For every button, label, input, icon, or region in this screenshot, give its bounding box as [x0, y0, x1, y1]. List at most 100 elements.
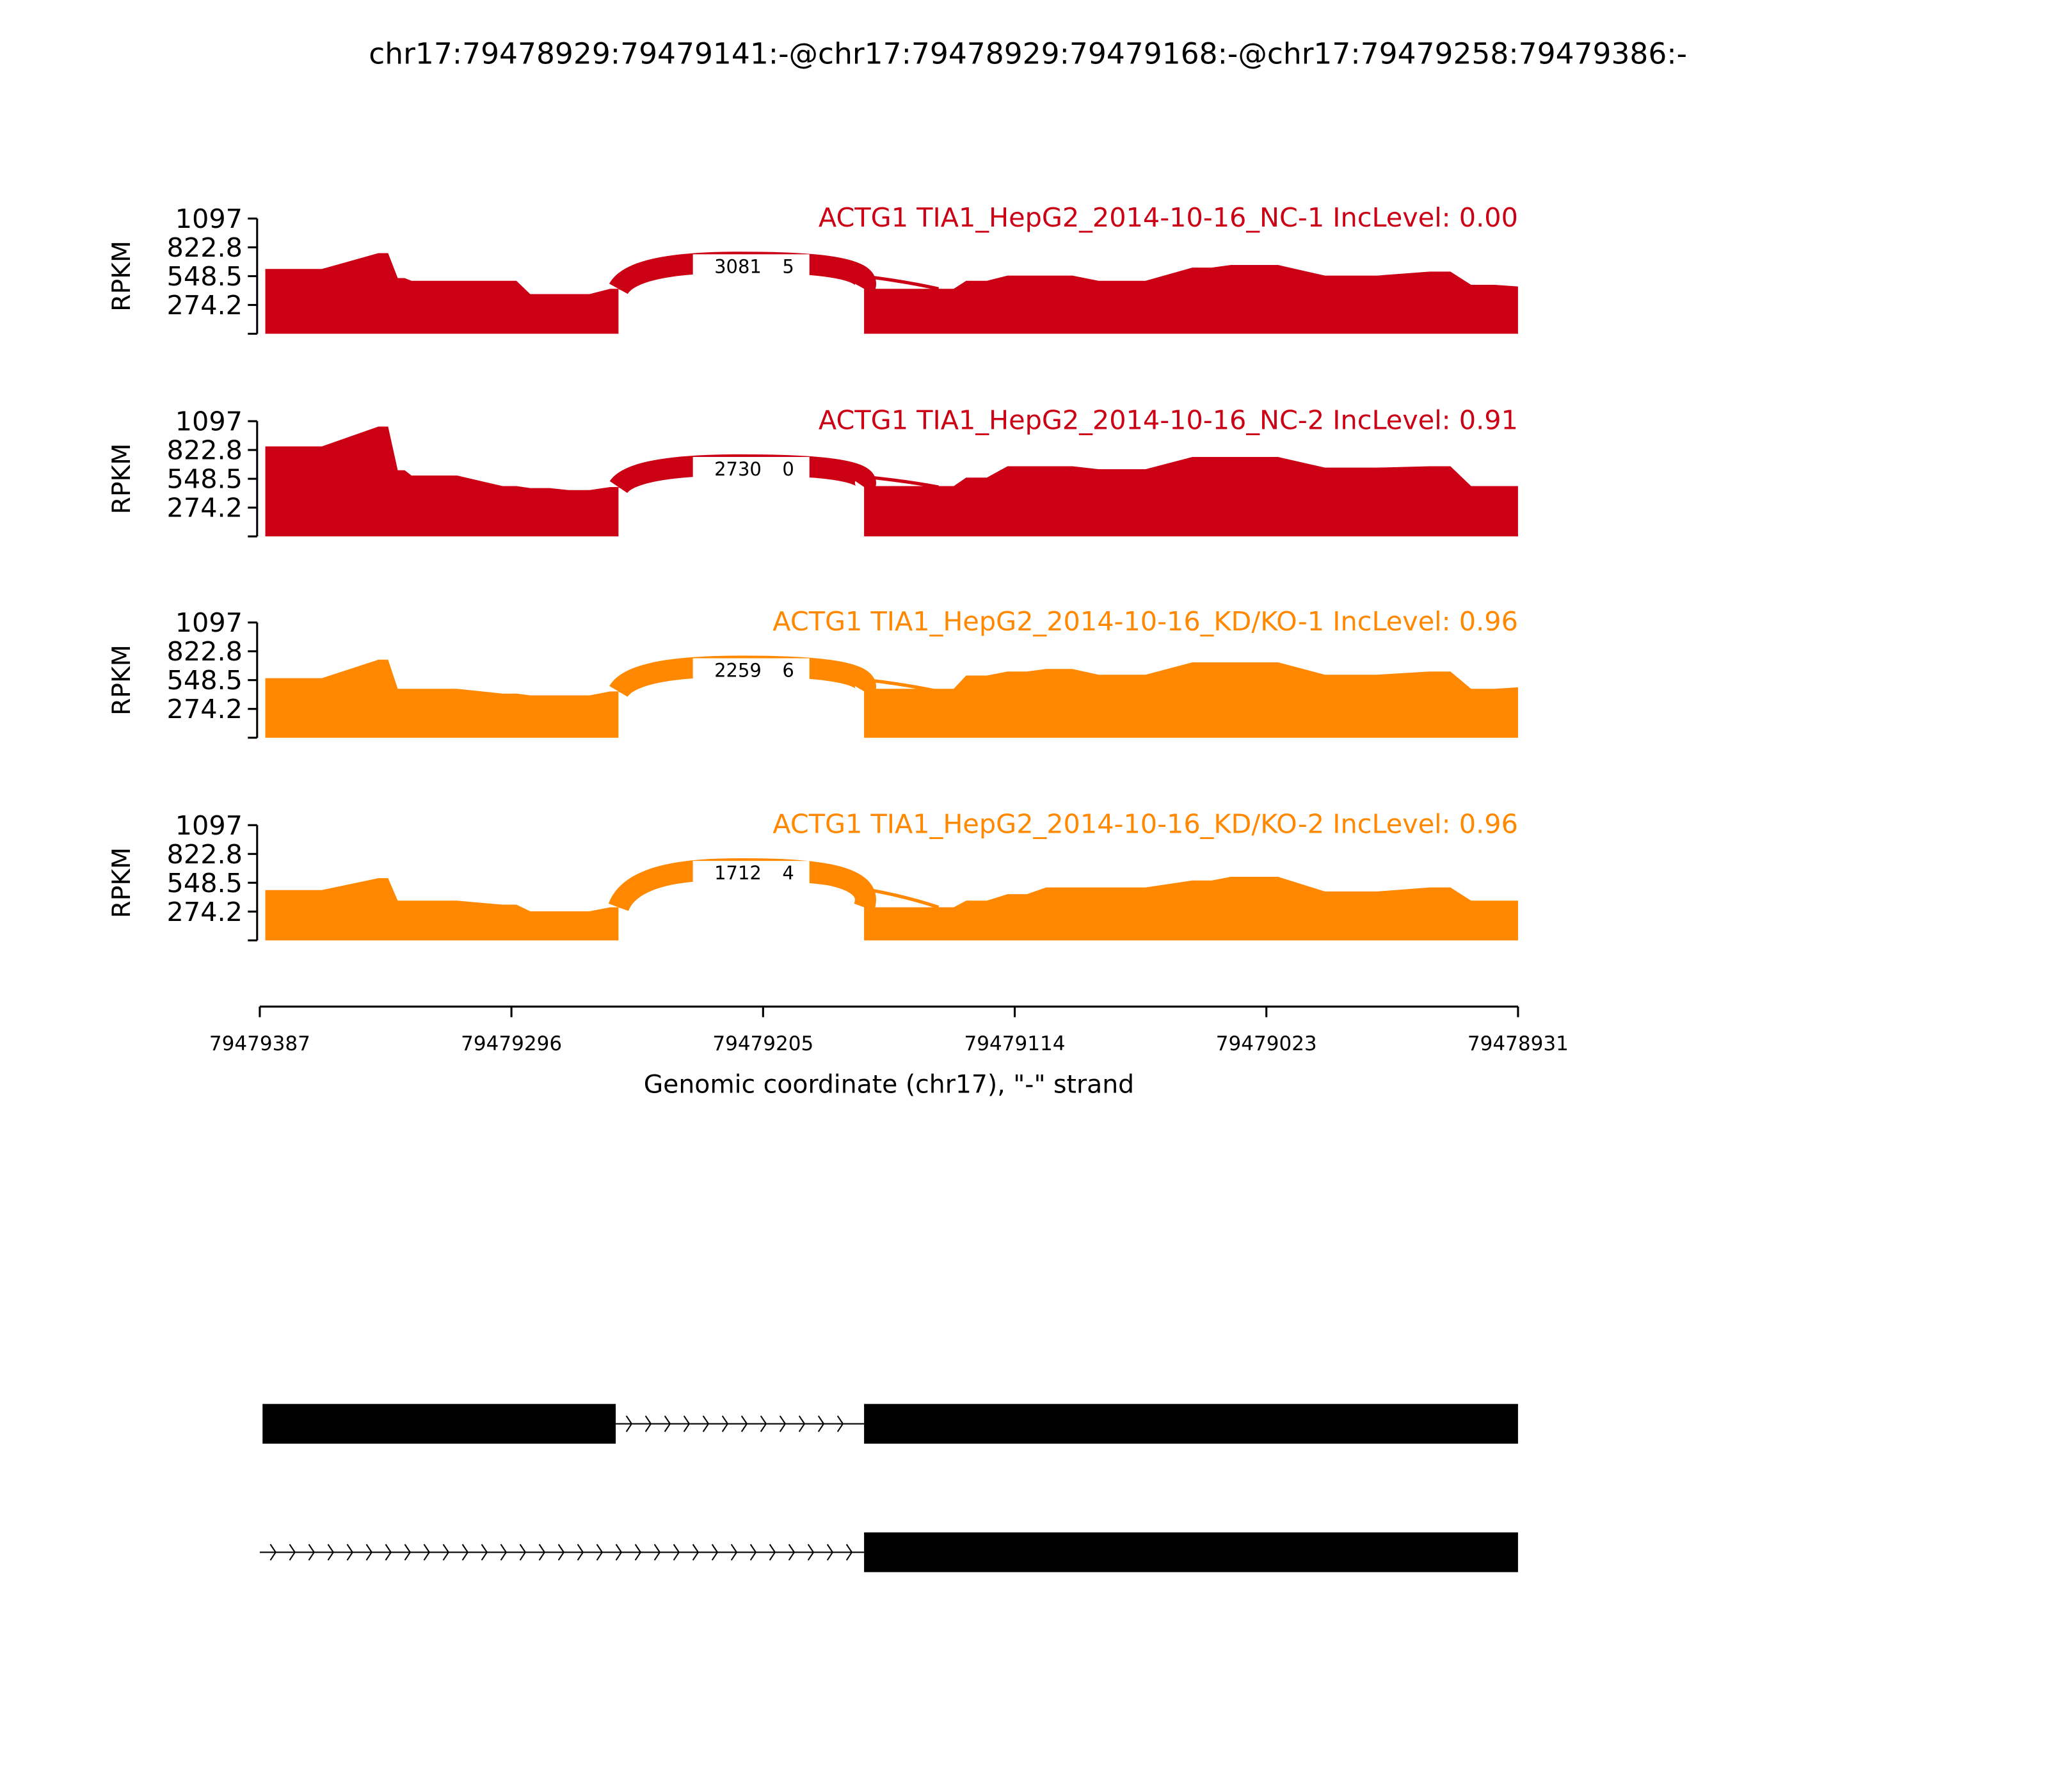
strand-arrow-icon — [423, 1544, 431, 1561]
y-tick-label: 548.5 — [167, 261, 243, 292]
y-tick-label: 274.2 — [167, 897, 243, 927]
coverage-area — [265, 877, 1518, 941]
strand-arrow-icon — [769, 1544, 776, 1561]
y-tick-label: 1097 — [175, 607, 243, 638]
strand-arrow-icon — [644, 1415, 652, 1432]
junction-count-skipping: 6 — [782, 660, 794, 682]
strand-arrow-icon — [836, 1415, 844, 1432]
x-axis-label: Genomic coordinate (chr17), "-" strand — [644, 1070, 1134, 1099]
junction-count-inclusion: 2730 — [714, 458, 762, 480]
y-axis-label: RPKM — [108, 444, 136, 515]
y-tick-label: 822.8 — [167, 839, 243, 870]
strand-arrow-icon — [826, 1544, 834, 1561]
sample-label: ACTG1 TIA1_HepG2_2014-10-16_KD/KO-2 IncL… — [772, 809, 1518, 840]
strand-arrow-icon — [289, 1544, 296, 1561]
exon-block — [864, 1404, 1518, 1444]
coverage-panel: 2259 6 ACTG1 TIA1_HepG2_2014-10-16_KD/KO-1… — [108, 606, 1518, 739]
junction-label-background — [692, 658, 810, 685]
coverage-area — [265, 253, 1518, 334]
gene-model-track — [259, 1532, 1518, 1572]
junction-label-background — [692, 254, 810, 281]
y-tick-label: 548.5 — [167, 868, 243, 899]
y-axis-label: RPKM — [108, 644, 136, 716]
strand-arrow-icon — [596, 1544, 604, 1561]
y-tick-label: 1097 — [175, 204, 243, 234]
strand-arrow-icon — [664, 1415, 671, 1432]
coverage-panel: 1712 4 ACTG1 TIA1_HepG2_2014-10-16_KD/KO-2… — [108, 809, 1518, 941]
y-tick-label: 274.2 — [167, 290, 243, 321]
strand-arrow-icon — [845, 1544, 853, 1561]
strand-arrow-icon — [327, 1544, 335, 1561]
y-tick-label: 822.8 — [167, 435, 243, 466]
y-axis-label: RPKM — [108, 847, 136, 918]
y-tick-label: 548.5 — [167, 665, 243, 696]
junction-count-inclusion: 3081 — [714, 255, 762, 277]
junction-count-inclusion: 2259 — [714, 660, 762, 682]
strand-arrow-icon — [500, 1544, 508, 1561]
strand-arrow-icon — [779, 1415, 787, 1432]
sample-label: ACTG1 TIA1_HepG2_2014-10-16_NC-2 IncLeve… — [819, 405, 1518, 436]
y-axis-label: RPKM — [108, 241, 136, 312]
strand-arrow-icon — [683, 1415, 691, 1432]
junction-label-background — [692, 861, 810, 888]
strand-arrow-icon — [365, 1544, 373, 1561]
coverage-panel: 3081 5 ACTG1 TIA1_HepG2_2014-10-16_NC-1 In… — [108, 202, 1518, 335]
strand-arrow-icon — [798, 1415, 806, 1432]
strand-arrow-icon — [749, 1544, 757, 1561]
strand-arrow-icon — [269, 1544, 276, 1561]
coverage-panel: 2730 0 ACTG1 TIA1_HepG2_2014-10-16_NC-2 In… — [108, 405, 1518, 538]
junction-count-skipping: 5 — [782, 255, 794, 277]
strand-arrow-icon — [615, 1544, 623, 1561]
junction-label-background — [692, 456, 810, 484]
y-tick-label: 548.5 — [167, 464, 243, 495]
sample-label: ACTG1 TIA1_HepG2_2014-10-16_NC-1 IncLeve… — [819, 202, 1518, 233]
strand-arrow-icon — [404, 1544, 412, 1561]
strand-arrow-icon — [442, 1544, 450, 1561]
strand-arrow-icon — [519, 1544, 527, 1561]
strand-arrow-icon — [634, 1544, 642, 1561]
strand-arrow-icon — [740, 1415, 748, 1432]
sample-label: ACTG1 TIA1_HepG2_2014-10-16_KD/KO-1 IncL… — [772, 606, 1518, 637]
x-axis: 79479387 79479296 79479205 79479114 79479023… — [209, 1005, 1569, 1055]
gene-model-track — [262, 1404, 1518, 1444]
strand-arrow-icon — [461, 1544, 469, 1561]
strand-arrow-icon — [346, 1544, 354, 1561]
y-tick-label: 274.2 — [167, 694, 243, 724]
coverage-area — [265, 659, 1518, 738]
x-tick-label: 79479387 — [209, 1032, 310, 1055]
strand-arrow-icon — [760, 1415, 767, 1432]
coverage-area — [265, 426, 1518, 537]
strand-arrow-icon — [308, 1544, 316, 1561]
x-tick-label: 79478931 — [1468, 1032, 1569, 1055]
x-tick-label: 79479296 — [461, 1032, 562, 1055]
strand-arrow-icon — [481, 1544, 488, 1561]
junction-count-inclusion: 1712 — [714, 862, 762, 884]
x-tick-label: 79479114 — [964, 1032, 1066, 1055]
chart-title: chr17:79478929:79479141:-@chr17:79478929… — [369, 36, 1687, 70]
y-tick-label: 1097 — [175, 406, 243, 437]
junction-count-skipping: 0 — [782, 458, 794, 480]
x-tick-label: 79479205 — [712, 1032, 813, 1055]
strand-arrow-icon — [653, 1544, 661, 1561]
x-tick-label: 79479023 — [1216, 1032, 1317, 1055]
strand-arrow-icon — [711, 1544, 719, 1561]
strand-arrow-icon — [557, 1544, 565, 1561]
strand-arrow-icon — [577, 1544, 584, 1561]
strand-arrow-icon — [721, 1415, 729, 1432]
strand-arrow-icon — [788, 1544, 796, 1561]
strand-arrow-icon — [817, 1415, 825, 1432]
y-tick-label: 822.8 — [167, 232, 243, 263]
y-tick-label: 822.8 — [167, 636, 243, 667]
exon-block — [864, 1532, 1518, 1572]
y-tick-label: 1097 — [175, 810, 243, 841]
strand-arrow-icon — [625, 1415, 633, 1432]
junction-count-skipping: 4 — [782, 862, 794, 884]
gene-models — [259, 1404, 1518, 1572]
exon-block — [262, 1404, 616, 1444]
strand-arrow-icon — [692, 1544, 700, 1561]
strand-arrow-icon — [730, 1544, 738, 1561]
strand-arrow-icon — [673, 1544, 680, 1561]
strand-arrow-icon — [385, 1544, 392, 1561]
coverage-panels: 3081 5 ACTG1 TIA1_HepG2_2014-10-16_NC-1 In… — [108, 202, 1518, 941]
